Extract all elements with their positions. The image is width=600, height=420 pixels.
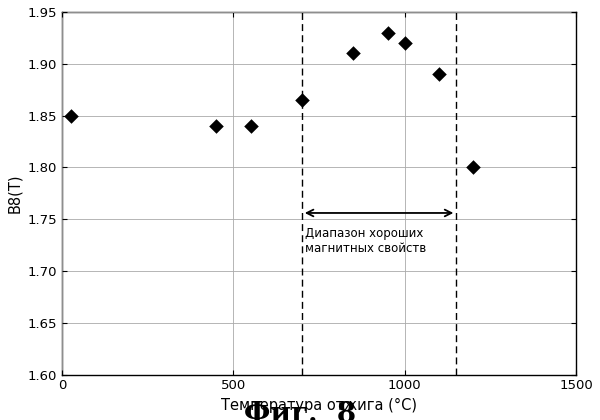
Point xyxy=(211,123,221,129)
Point xyxy=(349,50,358,57)
Text: Диапазон хороших
магнитных свойств: Диапазон хороших магнитных свойств xyxy=(305,228,427,255)
Point xyxy=(469,164,478,171)
Text: Фиг.  8: Фиг. 8 xyxy=(244,402,356,420)
Point xyxy=(383,29,392,36)
Point xyxy=(400,39,410,46)
X-axis label: Температура отжига (°C): Температура отжига (°C) xyxy=(221,398,417,413)
Point xyxy=(297,97,307,103)
Point xyxy=(66,112,76,119)
Point xyxy=(434,71,444,77)
Y-axis label: B8(T): B8(T) xyxy=(7,173,22,213)
Point xyxy=(246,123,256,129)
